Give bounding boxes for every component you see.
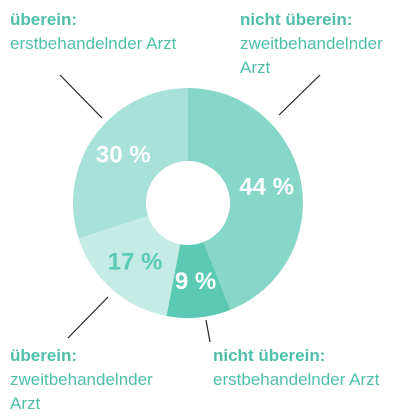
label-text: erstbehandelnder Arzt xyxy=(213,370,380,389)
label: nicht überein: erstbehandelnder Arzt xyxy=(213,344,388,392)
leader-line xyxy=(278,74,321,116)
slice xyxy=(72,88,188,239)
label-head: überein: xyxy=(10,346,78,365)
label: nicht überein: zweitbehandelnder Arzt xyxy=(240,8,414,80)
label-head: nicht überein: xyxy=(213,346,326,365)
label-head: nicht überein: xyxy=(240,10,353,29)
leader-line xyxy=(59,74,103,119)
leader-lines xyxy=(59,74,321,343)
label-text: zweitbehandelnder Arzt xyxy=(240,34,383,77)
label-head: überein: xyxy=(10,10,78,29)
label: überein: zweitbehandelnder Arzt xyxy=(10,344,185,416)
slice-label: 9 % xyxy=(175,268,216,295)
label-text: zweitbehandelnder Arzt xyxy=(10,370,153,413)
leader-line xyxy=(67,296,109,339)
leader-line xyxy=(205,319,211,343)
slice-label: 30 % xyxy=(96,141,151,168)
slice-label: 17 % xyxy=(108,248,163,275)
slice xyxy=(78,215,181,316)
slice xyxy=(166,242,231,318)
label: überein: erstbehandelnder Arzt xyxy=(10,8,185,56)
slice xyxy=(188,88,303,310)
label-text: erstbehandelnder Arzt xyxy=(10,34,177,53)
slice-label: 44 % xyxy=(239,173,294,200)
